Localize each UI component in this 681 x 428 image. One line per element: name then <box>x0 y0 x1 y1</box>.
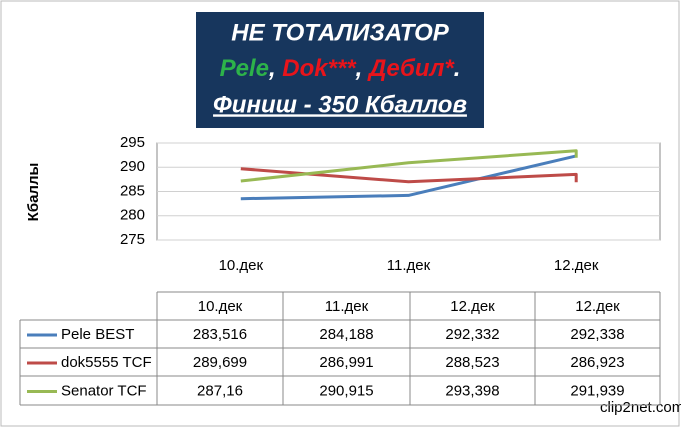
table-cell: 288,523 <box>445 354 499 371</box>
y-axis-label: Кбаллы <box>25 163 42 222</box>
y-tick-label: 295 <box>120 134 145 151</box>
watermark: clip2net.com <box>600 399 681 416</box>
table-header: 10.дек <box>198 298 243 315</box>
title-box <box>196 12 484 128</box>
series-line <box>240 149 578 183</box>
table-cell: 291,939 <box>570 382 624 399</box>
table-cell: 292,338 <box>570 326 624 343</box>
title-part: , <box>355 55 369 82</box>
title-part: Dok*** <box>282 55 357 82</box>
table-header: 12.дек <box>575 298 620 315</box>
title-part: Дебил* <box>367 55 455 82</box>
table-header: 12.дек <box>450 298 495 315</box>
title-part: Pele <box>220 55 269 82</box>
legend-label: Pele BEST <box>61 326 134 343</box>
table-cell: 293,398 <box>445 382 499 399</box>
table-cell: 286,991 <box>319 354 373 371</box>
title-line1: НЕ ТОТАЛИЗАТОР <box>231 19 449 46</box>
y-tick-label: 280 <box>120 207 145 224</box>
y-tick-label: 285 <box>120 182 145 199</box>
table-cell: 286,923 <box>570 354 624 371</box>
table-cell: 287,16 <box>197 382 243 399</box>
series-line <box>240 154 577 201</box>
table-cell: 289,699 <box>193 354 247 371</box>
title-line2: Pele, Dok***, Дебил*. <box>220 55 461 82</box>
legend-label: Senator TCF <box>61 382 147 399</box>
title-part: . <box>454 55 461 82</box>
legend-label: dok5555 TCF <box>61 354 152 371</box>
table-cell: 292,332 <box>445 326 499 343</box>
title-line3: Финиш - 350 Кбаллов <box>213 91 467 118</box>
table-cell: 290,915 <box>319 382 373 399</box>
table-cell: 283,516 <box>193 326 247 343</box>
x-tick-label: 11.дек <box>387 257 431 274</box>
table-header: 11.дек <box>325 298 369 315</box>
y-tick-label: 290 <box>120 158 145 175</box>
table-cell: 284,188 <box>319 326 373 343</box>
x-tick-label: 10.дек <box>219 257 264 274</box>
title-part: , <box>268 55 282 82</box>
x-tick-label: 12.дек <box>554 257 599 274</box>
series-line <box>240 167 578 184</box>
y-tick-label: 275 <box>120 231 145 248</box>
